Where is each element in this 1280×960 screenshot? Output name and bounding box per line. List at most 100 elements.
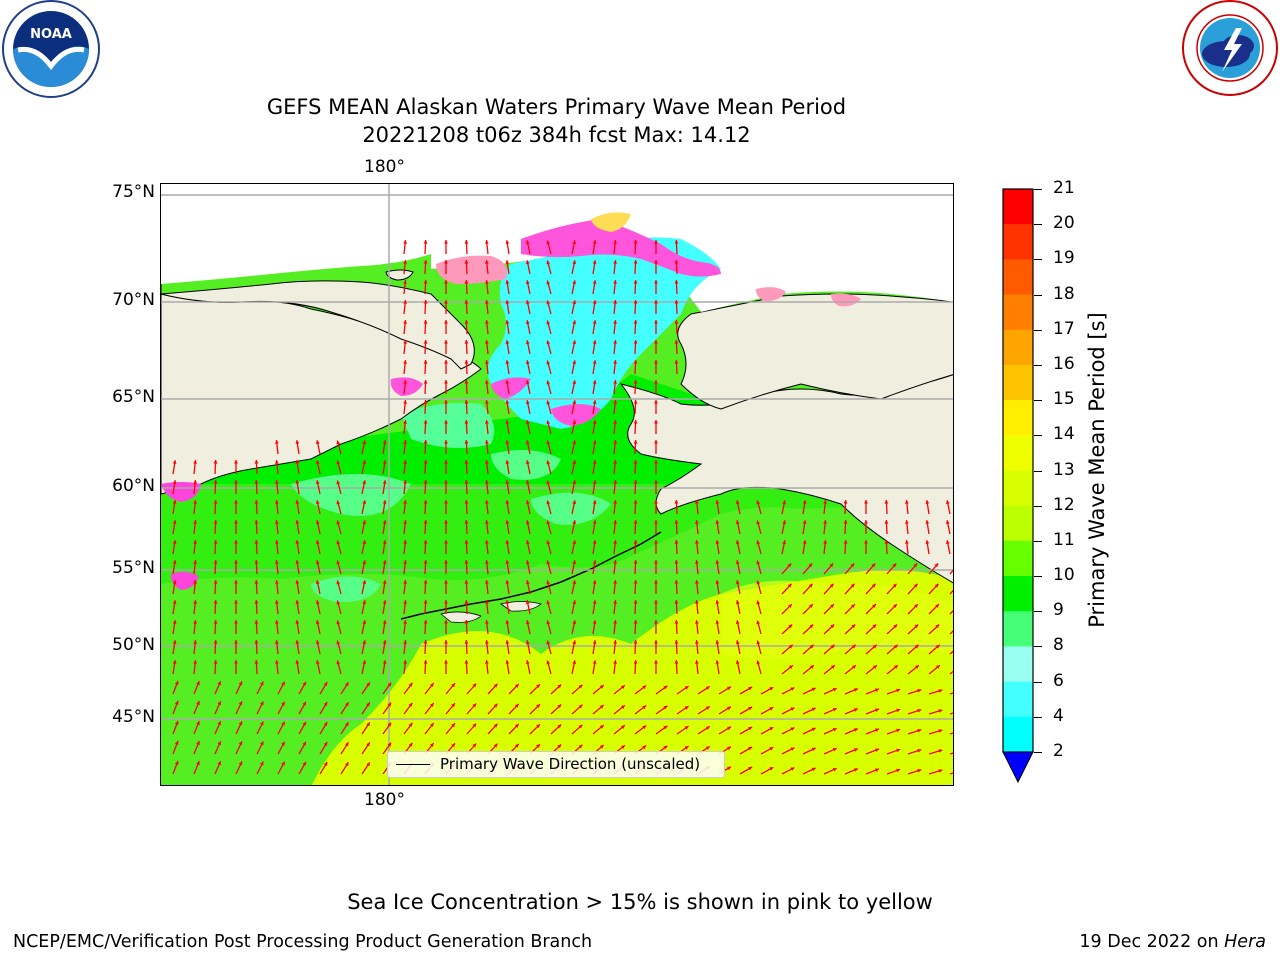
wave-direction-arrowhead [275,520,279,524]
wave-direction-arrowhead [336,460,341,465]
wave-direction-arrowhead [546,600,551,605]
wave-direction-arrowhead [254,460,259,464]
wave-direction-arrowhead [213,540,218,544]
wave-direction-arrowhead [464,640,469,644]
colorbar-tick-label: 18 [1053,283,1075,304]
wave-direction-arrowhead [674,520,679,524]
wave-direction-arrowhead [382,480,387,484]
lon-label-bottom: 180° [364,790,405,810]
wave-direction-arrowhead [536,744,540,748]
wave-direction-arrowhead [748,727,753,731]
wave-direction-arrowhead [613,340,617,344]
wave-direction-arrowhead [485,560,489,564]
wave-direction-arrowhead [362,560,367,565]
wave-direction-arrowhead [505,440,510,444]
wave-direction-arrowhead [546,580,551,585]
wave-direction-arrowhead [213,520,218,524]
wave-direction-arrowhead [366,742,370,747]
wave-direction-arrowhead [613,660,617,664]
wave-direction-arrowhead [505,620,510,624]
wave-direction-arrowhead [485,260,489,264]
wave-direction-arrowhead [193,600,197,604]
wave-direction-arrowhead [336,640,341,645]
wave-direction-arrowhead [790,747,795,751]
wave-direction-arrowhead [830,624,835,629]
wave-direction-arrowhead [514,683,519,688]
wave-direction-arrowhead [254,520,259,524]
wave-direction-arrowhead [505,540,510,544]
wave-direction-arrowhead [430,743,434,747]
colorbar-band [1003,505,1033,542]
wave-direction-arrowhead [485,320,489,324]
wave-direction-arrowhead [514,723,519,728]
wave-direction-arrowhead [572,660,577,665]
wave-direction-arrow [949,610,953,615]
colorbar-tick-label: 2 [1053,741,1064,761]
wave-direction-arrowhead [505,260,510,264]
wave-direction-arrowhead [217,721,221,726]
wave-direction-arrowhead [254,660,259,664]
wave-direction-arrowhead [896,688,901,693]
wave-direction-arrowhead [193,660,197,664]
wave-direction-arrowhead [613,520,617,524]
wave-direction-arrowhead [275,620,279,624]
wave-direction-arrowhead [756,640,761,645]
wave-direction-arrowhead [674,600,679,604]
wave-direction-arrowhead [572,460,577,465]
wave-direction-arrowhead [613,600,617,604]
wave-direction-arrowhead [423,500,428,504]
wave-direction-arrowhead [315,580,320,585]
colorbar [1002,188,1034,784]
wave-direction-arrowhead [674,660,679,664]
wave-direction-arrowhead [748,747,753,751]
wave-direction-arrowhead [705,706,710,710]
wave-direction-arrowhead [444,480,448,484]
lat-label-55: 55°N [112,558,155,578]
wave-direction-arrowhead [613,580,617,584]
wave-direction-arrowhead [281,681,285,686]
wave-direction-arrowhead [423,480,428,484]
wave-direction-arrowhead [254,600,259,604]
wave-direction-arrowhead [315,540,320,545]
wave-direction-arrowhead [832,748,837,752]
lat-label-75: 75°N [112,182,155,202]
wave-direction-arrowhead [536,684,540,688]
colorbar-band [1003,329,1033,366]
wave-direction-arrowhead [884,540,889,544]
wave-direction-arrowhead [592,480,597,484]
wave-direction-arrowhead [345,762,349,767]
wave-direction-arrowhead [735,540,740,545]
wave-direction-arrowhead [872,604,876,608]
wave-direction-arrowhead [613,240,617,244]
wave-direction-arrowhead [572,480,577,485]
wave-direction-arrowhead [423,660,428,664]
wave-direction-arrowhead [592,460,597,464]
wave-direction-arrowhead [451,743,455,748]
wave-direction-arrowhead [832,688,837,692]
wave-direction-arrowhead [864,520,868,524]
wave-direction-arrowhead [505,240,510,244]
wave-direction-arrowhead [938,709,943,713]
wave-direction-arrowhead [336,600,341,605]
wave-direction-arrowhead [254,620,259,624]
colorbar-tick-mark [1034,646,1042,648]
wave-direction-arrowhead [695,540,699,544]
wave-direction-arrowhead [444,660,448,664]
wave-direction-arrowhead [843,540,848,544]
wave-direction-arrow [949,752,953,755]
wave-direction-arrowhead [938,689,943,693]
wave-direction-arrowhead [213,640,218,644]
wave-direction-arrowhead [572,600,577,605]
wave-direction-arrowhead [172,600,177,604]
wave-direction-arrowhead [315,480,320,485]
wave-direction-arrowhead [546,440,551,445]
nws-logo [1176,0,1280,100]
wave-direction-arrowhead [756,580,761,585]
wave-direction-arrowhead [536,704,540,708]
lat-label-60: 60°N [112,476,155,496]
wave-direction-arrowhead [382,460,387,464]
wave-direction-arrowhead [238,761,243,766]
wave-direction-arrowhead [832,708,837,712]
wave-direction-arrowhead [654,340,658,344]
wave-direction-arrowhead [917,748,922,753]
